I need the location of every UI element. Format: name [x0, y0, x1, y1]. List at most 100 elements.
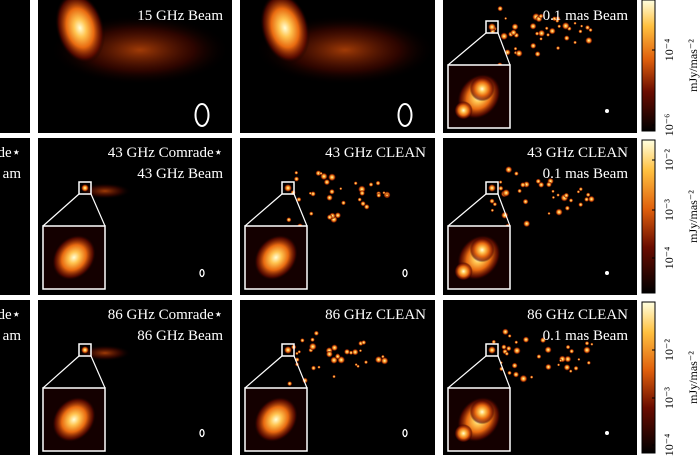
clean-component	[511, 362, 518, 369]
clean-component	[515, 49, 523, 58]
zoom-box	[281, 343, 295, 357]
clean-component	[343, 348, 351, 355]
clean-component	[573, 21, 577, 25]
clean-component	[319, 171, 323, 176]
inset-knot	[469, 237, 495, 263]
clean-component	[497, 5, 504, 12]
clean-component	[309, 211, 314, 216]
clean-component	[545, 363, 552, 371]
clean-component	[576, 190, 581, 194]
clean-component	[358, 349, 363, 353]
clean-component	[361, 340, 367, 345]
clean-component	[294, 170, 299, 175]
clean-component	[529, 375, 534, 379]
beam	[194, 103, 210, 127]
inset-frame	[42, 225, 106, 290]
panel-label: am	[3, 328, 22, 344]
inset-frame	[42, 387, 106, 452]
clean-component	[489, 198, 495, 204]
clean-component	[504, 16, 508, 20]
clean-component	[561, 22, 570, 30]
image-panel	[0, 0, 30, 133]
zoom-box	[78, 343, 92, 357]
clean-component	[325, 350, 333, 358]
beam	[605, 431, 609, 435]
colorbar-tick-label: 10⁻²	[662, 339, 676, 361]
clean-component	[583, 346, 591, 354]
clean-component	[317, 365, 321, 369]
clean-component	[308, 191, 312, 195]
clean-component	[374, 355, 383, 364]
zoom-line	[42, 355, 80, 389]
clean-component	[551, 195, 556, 200]
clean-component	[530, 42, 537, 49]
clean-component	[578, 202, 584, 208]
clean-component	[334, 353, 341, 360]
clean-component	[513, 171, 519, 176]
clean-component	[500, 32, 508, 41]
clean-component	[573, 365, 579, 371]
inset-frame	[447, 225, 511, 290]
clean-component	[536, 354, 542, 359]
clean-component	[557, 363, 561, 367]
clean-component	[308, 342, 317, 351]
core	[81, 346, 89, 354]
clean-component	[577, 357, 581, 361]
clean-component	[359, 190, 366, 197]
clean-component	[563, 364, 571, 371]
clean-component	[498, 185, 504, 191]
core	[81, 184, 89, 192]
clean-component	[578, 187, 583, 192]
beam	[402, 268, 408, 278]
inset-blob	[51, 234, 97, 281]
zoom-line	[293, 355, 308, 389]
panel-label: de⋆	[0, 307, 21, 323]
colorbar-tick-label: 10⁻²	[662, 149, 676, 171]
core	[284, 346, 292, 354]
clean-component	[584, 341, 590, 346]
clean-component	[364, 360, 369, 365]
clean-component	[326, 194, 333, 201]
clean-component	[510, 29, 517, 36]
clean-component	[331, 344, 338, 352]
clean-component	[300, 338, 305, 343]
clean-component	[564, 205, 571, 211]
clean-component	[313, 330, 320, 336]
zoom-line	[90, 355, 106, 389]
inset-blob	[51, 396, 97, 443]
clean-component	[519, 374, 528, 383]
clean-component	[341, 200, 346, 206]
colorbar	[641, 0, 656, 132]
clean-component	[544, 26, 549, 31]
clean-component	[329, 188, 335, 195]
clean-component	[310, 337, 315, 343]
clean-component	[357, 197, 362, 202]
image-panel	[0, 138, 30, 295]
inset-frame	[244, 387, 308, 452]
zoom-line	[90, 193, 106, 227]
clean-component	[556, 193, 560, 197]
zoom-line	[447, 355, 487, 389]
clean-component	[310, 191, 316, 197]
clean-component	[315, 170, 322, 177]
clean-component	[534, 51, 541, 57]
clean-component	[563, 35, 570, 41]
clean-component	[293, 176, 300, 182]
beam	[397, 103, 413, 127]
clean-component	[559, 358, 563, 363]
panel-label: 43 GHz CLEAN	[527, 145, 628, 161]
clean-component	[328, 173, 336, 182]
clean-component	[551, 189, 555, 194]
core-emission	[55, 0, 105, 64]
zoom-box	[485, 343, 499, 357]
zoom-line	[244, 355, 283, 389]
clean-component	[332, 374, 336, 379]
inset-blob	[253, 234, 299, 281]
clean-component	[356, 364, 360, 368]
clean-component	[555, 208, 563, 216]
clean-component	[326, 214, 333, 221]
clean-component	[505, 166, 513, 174]
panel-label: 0.1 mas Beam	[543, 8, 629, 24]
colorbar-tick-label: 10⁻⁴	[662, 39, 676, 62]
panel-label: 0.1 mas Beam	[543, 166, 629, 182]
